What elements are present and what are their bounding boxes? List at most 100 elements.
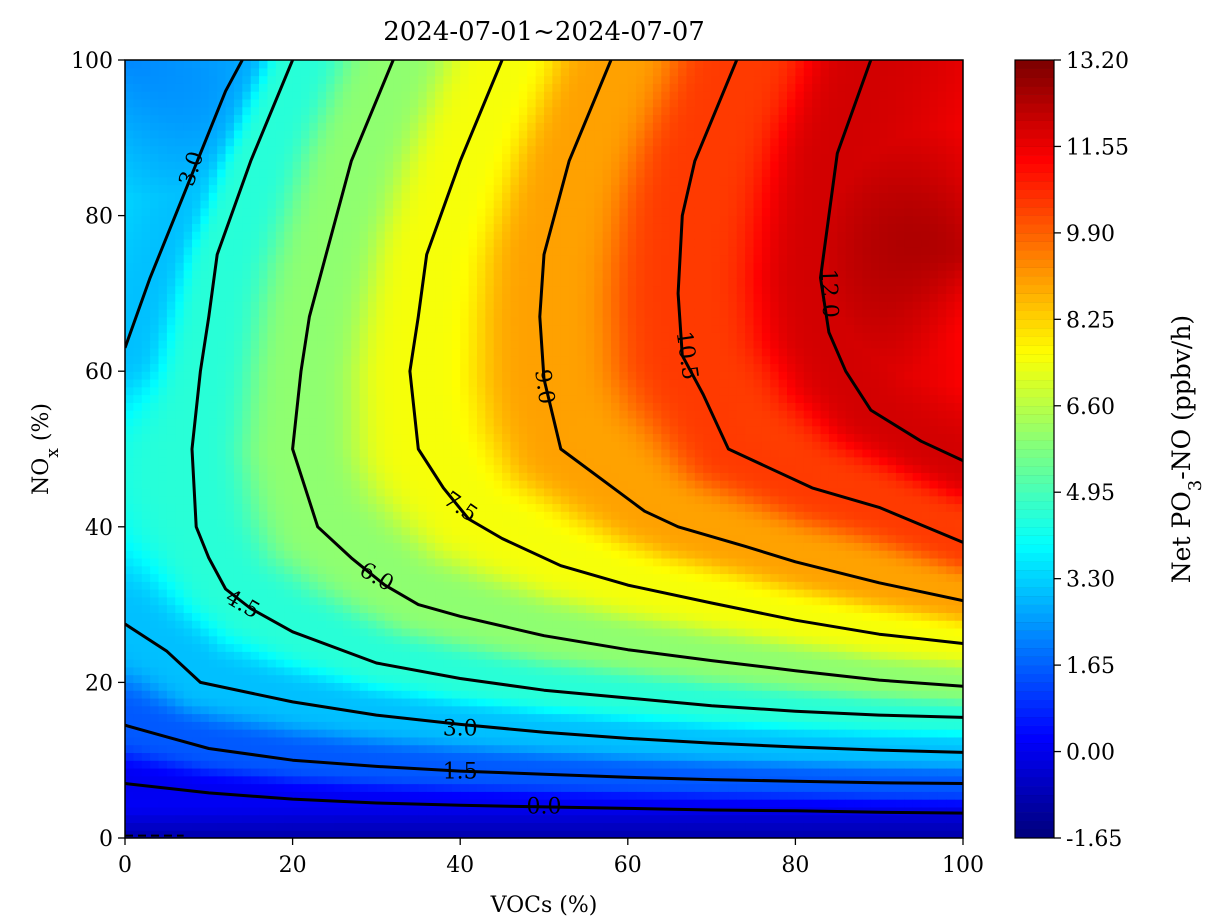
colorbar-band xyxy=(1015,397,1054,406)
colorbar xyxy=(1015,60,1054,838)
colorbar-band xyxy=(1015,492,1054,501)
colorbar-band xyxy=(1015,587,1054,596)
colorbar-band xyxy=(1015,250,1054,259)
colorbar-band xyxy=(1015,561,1054,570)
contour-label-6: 12.0 xyxy=(816,268,843,318)
colorbar-band xyxy=(1015,406,1054,415)
colorbar-band xyxy=(1015,648,1054,657)
colorbar-band xyxy=(1015,458,1054,467)
colorbar-band xyxy=(1015,77,1054,86)
colorbar-band xyxy=(1015,622,1054,631)
colorbar-ticks: -1.650.001.653.304.956.608.259.9011.5513… xyxy=(1054,49,1129,852)
x-tick-label: 100 xyxy=(942,853,984,878)
colorbar-band xyxy=(1015,164,1054,173)
colorbar-band xyxy=(1015,267,1054,276)
colorbar-tick-label: -1.65 xyxy=(1066,827,1122,852)
colorbar-band xyxy=(1015,69,1054,78)
colorbar-tick-label: 6.60 xyxy=(1066,395,1115,420)
colorbar-band xyxy=(1015,527,1054,536)
y-axis-title-tail: (%) xyxy=(29,403,54,448)
contour-field xyxy=(125,60,964,839)
colorbar-title-pre: Net PO xyxy=(1167,491,1196,583)
colorbar-band xyxy=(1015,293,1054,302)
colorbar-tick-label: 13.20 xyxy=(1066,49,1129,74)
colorbar-band xyxy=(1015,60,1054,69)
x-axis-title: VOCs (%) xyxy=(490,893,598,917)
colorbar-band xyxy=(1015,553,1054,562)
colorbar-band xyxy=(1015,95,1054,104)
colorbar-band xyxy=(1015,233,1054,242)
colorbar-band xyxy=(1015,432,1054,441)
colorbar-band xyxy=(1015,691,1054,700)
colorbar-band xyxy=(1015,674,1054,683)
colorbar-band xyxy=(1015,190,1054,199)
colorbar-band xyxy=(1015,484,1054,493)
x-tick-label: 60 xyxy=(614,853,642,878)
colorbar-band xyxy=(1015,86,1054,95)
contour-label-7: 3.0 xyxy=(443,717,478,742)
colorbar-band xyxy=(1015,449,1054,458)
y-axis-title-main: NO xyxy=(29,458,54,495)
colorbar-tick-label: 0.00 xyxy=(1066,741,1115,766)
colorbar-band xyxy=(1015,510,1054,519)
colorbar-band xyxy=(1015,769,1054,778)
y-axis-title: NOx (%) xyxy=(29,403,63,495)
y-tick-label: 100 xyxy=(71,49,113,74)
colorbar-band xyxy=(1015,700,1054,709)
colorbar-band xyxy=(1015,752,1054,761)
y-tick-label: 40 xyxy=(85,516,113,541)
colorbar-band xyxy=(1015,821,1054,830)
colorbar-band xyxy=(1015,726,1054,735)
colorbar-band xyxy=(1015,146,1054,155)
colorbar-band xyxy=(1015,777,1054,786)
colorbar-band xyxy=(1015,311,1054,320)
colorbar-tick-label: 1.65 xyxy=(1066,654,1115,679)
colorbar-title-post: -NO (ppbv/h) xyxy=(1167,315,1196,480)
colorbar-band xyxy=(1015,216,1054,225)
colorbar-band xyxy=(1015,259,1054,268)
colorbar-band xyxy=(1015,535,1054,544)
colorbar-band xyxy=(1015,276,1054,285)
colorbar-band xyxy=(1015,302,1054,311)
chart-title: 2024-07-01~2024-07-07 xyxy=(383,17,705,47)
colorbar-band xyxy=(1015,414,1054,423)
colorbar-band xyxy=(1015,103,1054,112)
colorbar-band xyxy=(1015,354,1054,363)
colorbar-band xyxy=(1015,613,1054,622)
colorbar-band xyxy=(1015,475,1054,484)
contour-label-4: 9.0 xyxy=(529,368,559,406)
y-axis-title-sub: x xyxy=(43,448,63,458)
y-tick-label: 0 xyxy=(99,827,113,852)
colorbar-tick-label: 9.90 xyxy=(1066,222,1115,247)
colorbar-band xyxy=(1015,345,1054,354)
colorbar-band xyxy=(1015,440,1054,449)
x-tick-label: 40 xyxy=(446,853,474,878)
colorbar-band xyxy=(1015,665,1054,674)
colorbar-band xyxy=(1015,682,1054,691)
colorbar-band xyxy=(1015,155,1054,164)
colorbar-band xyxy=(1015,829,1054,838)
colorbar-band xyxy=(1015,734,1054,743)
colorbar-band xyxy=(1015,138,1054,147)
colorbar-band xyxy=(1015,518,1054,527)
colorbar-band xyxy=(1015,242,1054,251)
colorbar-band xyxy=(1015,328,1054,337)
colorbar-band xyxy=(1015,795,1054,804)
x-tick-label: 20 xyxy=(279,853,307,878)
colorbar-band xyxy=(1015,198,1054,207)
colorbar-band xyxy=(1015,708,1054,717)
colorbar-band xyxy=(1015,380,1054,389)
colorbar-band xyxy=(1015,224,1054,233)
colorbar-band xyxy=(1015,501,1054,510)
colorbar-tick-label: 3.30 xyxy=(1066,568,1115,593)
colorbar-band xyxy=(1015,337,1054,346)
colorbar-tick-label: 4.95 xyxy=(1066,481,1115,506)
colorbar-band xyxy=(1015,319,1054,328)
colorbar-title-sub: 3 xyxy=(1185,480,1206,491)
colorbar-band xyxy=(1015,544,1054,553)
colorbar-band xyxy=(1015,596,1054,605)
colorbar-band xyxy=(1015,181,1054,190)
